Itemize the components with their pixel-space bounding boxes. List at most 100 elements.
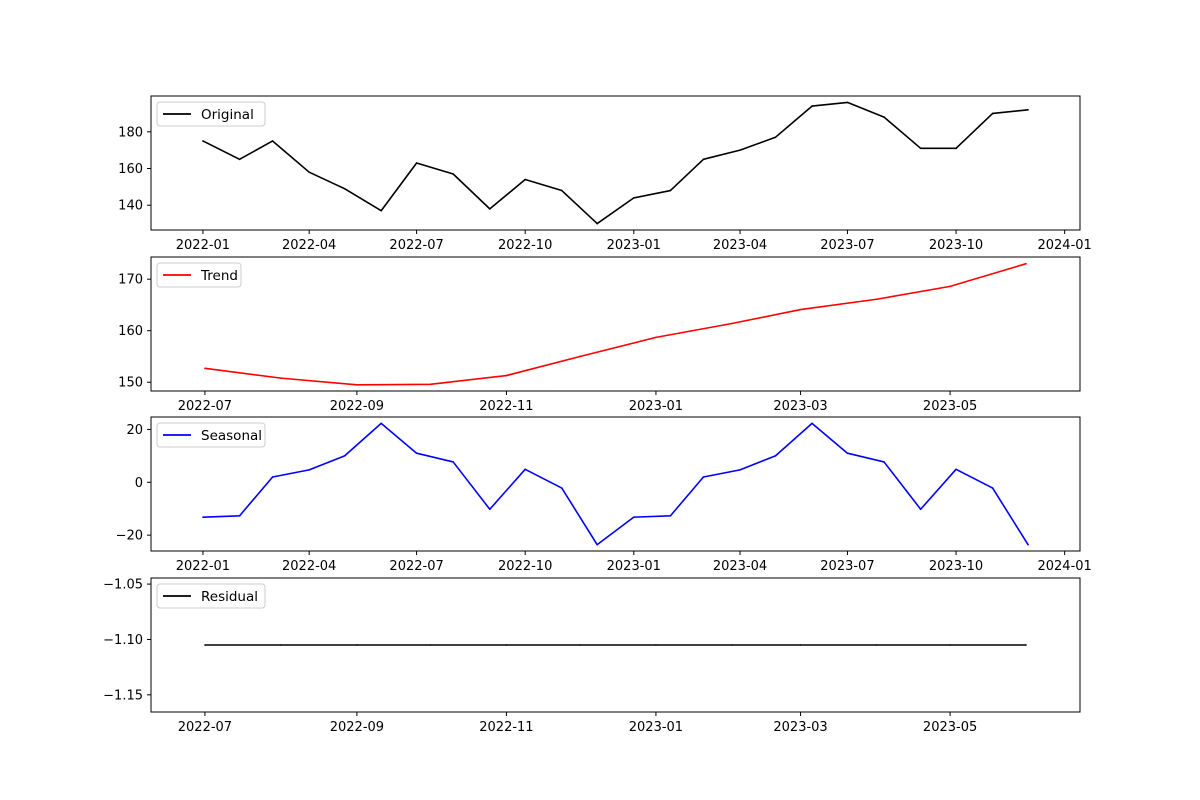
x-tick-label: 2023-04 <box>713 238 767 253</box>
seasonal-point <box>271 476 274 478</box>
x-tick-label: 2023-05 <box>923 720 977 735</box>
trend-point <box>505 374 508 377</box>
x-tick-label: 2024-01 <box>1037 559 1091 574</box>
panel-4: 2022-07 2022-09 2022-11 2023-01 2023-03 2023-… <box>103 577 1081 735</box>
residual-point <box>655 644 657 646</box>
x-tick-label: 2022-07 <box>178 720 232 735</box>
y-tick-label: 150 <box>118 376 143 391</box>
trend-point <box>280 377 282 379</box>
trend-point <box>799 308 802 311</box>
legend-box <box>156 262 242 288</box>
trend-point <box>579 355 581 358</box>
y-tick-label: −1.05 <box>103 578 143 593</box>
original-point <box>883 116 885 118</box>
x-tick-label: 2023-10 <box>929 238 983 253</box>
original-point <box>380 209 382 212</box>
residual-point <box>356 644 358 646</box>
seasonal-point <box>633 516 635 518</box>
x-tick-label: 2022-11 <box>479 399 533 414</box>
x-tick-label: 2022-09 <box>330 720 384 735</box>
seasonal-point <box>202 516 204 518</box>
panel-2: 2022-07 2022-09 2022-11 2023-01 2023-03 2023-… <box>118 256 1081 414</box>
original-point <box>633 197 635 199</box>
axes-frame <box>150 416 1081 552</box>
x-tick-label: 2022-01 <box>176 559 230 574</box>
x-tick-label: 2023-03 <box>773 399 827 414</box>
original-point <box>811 105 813 107</box>
x-tick-label: 2022-07 <box>178 399 232 414</box>
seasonal-point <box>488 508 491 511</box>
y-tick-label: 170 <box>118 273 143 288</box>
x-tick-label: 2023-05 <box>923 399 977 414</box>
trend-point <box>655 336 657 339</box>
legend-box <box>156 101 266 127</box>
y-tick-label: 160 <box>118 324 143 339</box>
x-tick-label: 2023-07 <box>820 238 874 253</box>
x-tick-label: 2022-01 <box>176 238 230 253</box>
seasonal-point <box>702 476 705 478</box>
seasonal-point <box>238 515 241 517</box>
original-point <box>669 189 672 192</box>
x-tick-label: 2022-07 <box>389 238 443 253</box>
seasonal-point <box>811 422 813 425</box>
y-tick-label: 0 <box>135 476 143 491</box>
trend-point <box>356 384 358 386</box>
residual-point <box>579 644 581 646</box>
y-tick-label: −1.15 <box>103 688 143 703</box>
residual-point <box>799 644 802 646</box>
residual-point <box>875 644 878 646</box>
axes-frame <box>150 256 1081 392</box>
legend: Original <box>156 101 266 127</box>
x-tick-label: 2022-10 <box>498 559 552 574</box>
residual-point <box>949 644 951 646</box>
x-tick-label: 2022-04 <box>282 238 336 253</box>
x-tick-label: 2023-04 <box>713 559 767 574</box>
original-point <box>774 136 777 139</box>
original-point <box>739 149 741 151</box>
x-tick-label: 2023-01 <box>607 238 661 253</box>
original-point <box>202 140 204 142</box>
seasonal-point <box>308 469 310 471</box>
seasonal-point <box>739 469 741 471</box>
original-point <box>846 101 849 104</box>
axes-frame <box>150 577 1081 713</box>
residual-point <box>731 644 733 646</box>
original-point <box>955 147 957 150</box>
original-point <box>596 222 598 225</box>
seasonal-point <box>452 461 454 463</box>
legend-label: Original <box>201 107 254 123</box>
trend-point <box>731 322 733 325</box>
seasonal-point <box>991 487 994 489</box>
x-tick-label: 2024-01 <box>1037 238 1091 253</box>
seasonal-point <box>846 452 849 455</box>
x-tick-label: 2023-01 <box>629 399 683 414</box>
trend-point <box>875 298 878 301</box>
seasonal-point <box>560 487 563 489</box>
seasonal-point <box>415 452 418 455</box>
legend-label: Residual <box>201 589 258 605</box>
original-point <box>991 112 994 115</box>
seasonal-point <box>343 455 346 457</box>
x-tick-label: 2022-11 <box>479 720 533 735</box>
trend-point <box>1025 262 1027 265</box>
seasonal-point <box>524 468 526 471</box>
trend-line <box>204 262 1027 386</box>
seasonal-point <box>596 543 598 546</box>
x-tick-label: 2022-04 <box>282 559 336 574</box>
original-point <box>702 158 705 161</box>
y-tick-label: −20 <box>116 529 143 544</box>
panel-3: 2022-01 2022-04 2022-07 2022-10 2023-01 2023-… <box>116 416 1092 574</box>
y-tick-label: 20 <box>126 423 143 438</box>
original-point <box>488 208 491 210</box>
x-tick-label: 2023-07 <box>820 559 874 574</box>
x-tick-label: 2023-01 <box>629 720 683 735</box>
axes-frame <box>150 95 1081 231</box>
y-tick-label: −1.10 <box>103 633 143 648</box>
x-tick-label: 2022-09 <box>330 399 384 414</box>
x-tick-label: 2023-10 <box>929 559 983 574</box>
x-tick-label: 2023-03 <box>773 720 827 735</box>
residual-point <box>429 644 432 646</box>
seasonal-line <box>202 422 1029 546</box>
seasonal-point <box>883 461 885 463</box>
